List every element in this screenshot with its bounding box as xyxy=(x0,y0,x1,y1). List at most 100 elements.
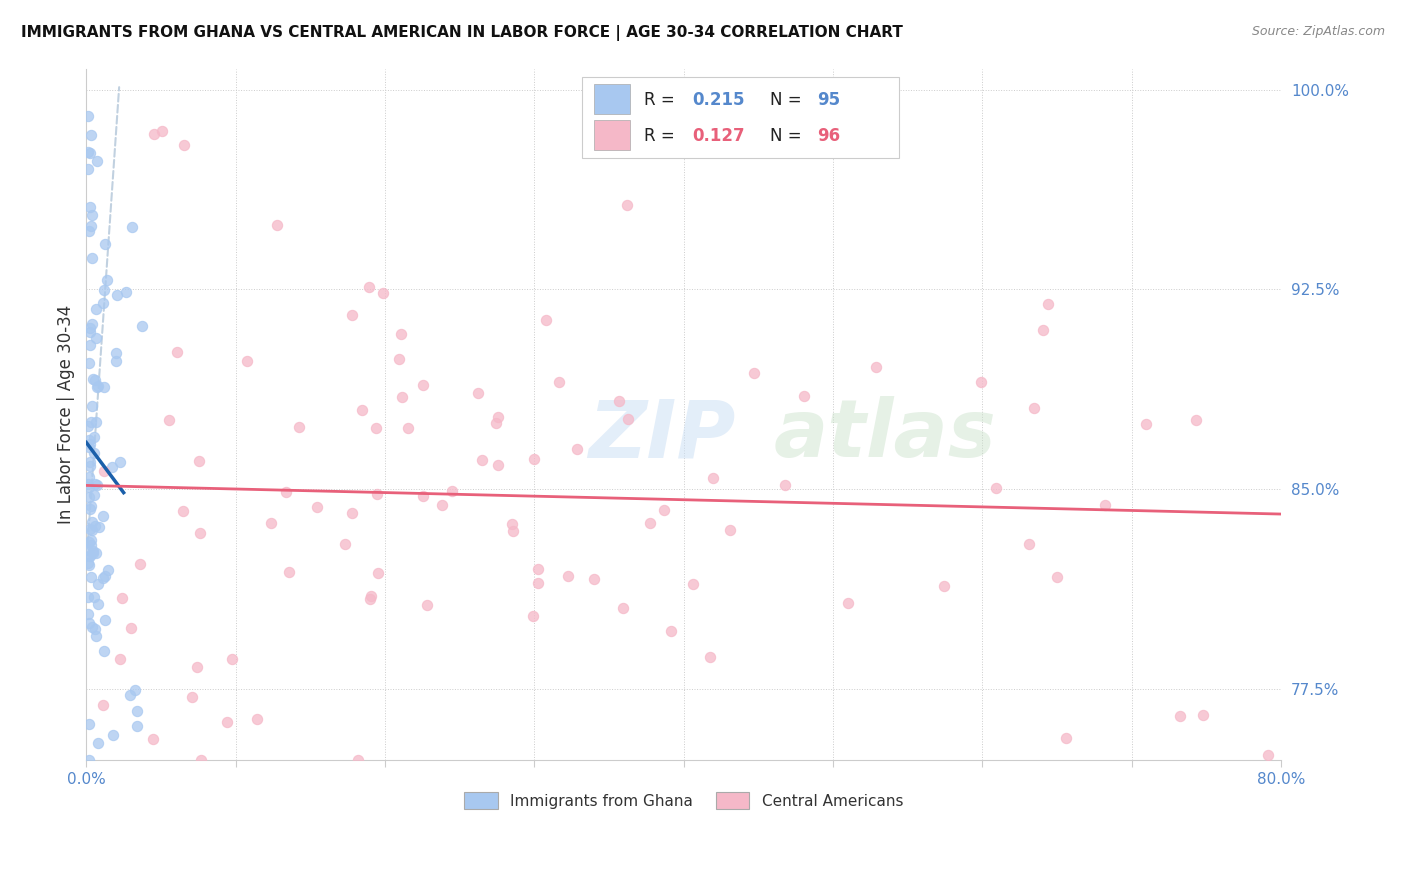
Point xyxy=(84,415,107,429)
Point xyxy=(77,535,100,549)
Point xyxy=(557,569,579,583)
Point xyxy=(80,252,103,266)
Point xyxy=(77,590,100,604)
Point xyxy=(616,198,638,212)
Point xyxy=(127,704,149,718)
Point xyxy=(367,566,389,581)
Point xyxy=(1054,731,1077,746)
Point xyxy=(77,145,100,159)
Point xyxy=(86,380,108,394)
Point xyxy=(77,440,100,454)
Point xyxy=(91,698,114,712)
Point xyxy=(77,607,100,621)
Point xyxy=(1036,297,1059,311)
Point xyxy=(1168,709,1191,723)
Point xyxy=(127,719,149,733)
Text: 0.215: 0.215 xyxy=(692,91,745,109)
Point xyxy=(101,460,124,475)
Point xyxy=(80,523,103,537)
Point xyxy=(523,451,546,466)
Text: IMMIGRANTS FROM GHANA VS CENTRAL AMERICAN IN LABOR FORCE | AGE 30-34 CORRELATION: IMMIGRANTS FROM GHANA VS CENTRAL AMERICA… xyxy=(21,25,903,41)
Point xyxy=(607,393,630,408)
Point xyxy=(77,616,100,631)
Point xyxy=(485,416,508,430)
Point xyxy=(93,571,115,585)
Point xyxy=(129,558,152,572)
Point xyxy=(793,388,815,402)
Point xyxy=(93,283,115,297)
Point xyxy=(77,418,100,433)
Point xyxy=(77,109,100,123)
Point xyxy=(142,731,165,746)
Point xyxy=(77,558,100,573)
Y-axis label: In Labor Force | Age 30-34: In Labor Force | Age 30-34 xyxy=(58,305,75,524)
Point xyxy=(80,317,103,331)
Point xyxy=(80,219,103,233)
Legend: Immigrants from Ghana, Central Americans: Immigrants from Ghana, Central Americans xyxy=(458,786,910,815)
Point xyxy=(1191,707,1213,722)
Point xyxy=(173,137,195,152)
Point xyxy=(638,516,661,530)
Point xyxy=(773,478,796,492)
Point xyxy=(260,516,283,530)
Point xyxy=(346,753,368,767)
Text: R =: R = xyxy=(644,91,681,109)
Point xyxy=(702,471,724,485)
Point xyxy=(440,483,463,498)
Point xyxy=(340,506,363,520)
Point xyxy=(84,545,107,559)
Point xyxy=(682,576,704,591)
Point xyxy=(274,484,297,499)
Point xyxy=(97,563,120,577)
Point xyxy=(80,515,103,529)
Point xyxy=(415,598,437,612)
Point xyxy=(83,591,105,605)
Point xyxy=(360,589,382,603)
Point xyxy=(486,458,509,472)
Point xyxy=(522,609,544,624)
Point xyxy=(83,476,105,491)
Point xyxy=(181,690,204,704)
Point xyxy=(79,459,101,474)
Point xyxy=(527,562,550,576)
Text: N =: N = xyxy=(769,91,807,109)
Point xyxy=(82,546,104,560)
Text: N =: N = xyxy=(769,127,807,145)
Point xyxy=(104,346,127,360)
Point xyxy=(89,520,111,534)
Point xyxy=(124,683,146,698)
Point xyxy=(108,652,131,666)
Point xyxy=(83,446,105,460)
Point xyxy=(502,524,524,538)
Point xyxy=(246,712,269,726)
Point xyxy=(371,285,394,300)
Point xyxy=(357,280,380,294)
Point xyxy=(79,321,101,335)
Point xyxy=(699,649,721,664)
Point xyxy=(221,651,243,665)
Point xyxy=(77,556,100,570)
Point xyxy=(1257,748,1279,763)
Point xyxy=(364,421,387,435)
Point xyxy=(105,288,128,302)
Point xyxy=(236,354,259,368)
Point xyxy=(87,378,110,392)
FancyBboxPatch shape xyxy=(595,120,630,150)
Point xyxy=(412,489,434,503)
Point xyxy=(565,442,588,456)
Point xyxy=(1024,401,1046,416)
Point xyxy=(1018,537,1040,551)
Text: 0.127: 0.127 xyxy=(692,127,745,145)
Point xyxy=(91,295,114,310)
Point xyxy=(93,613,115,627)
Point xyxy=(471,453,494,467)
Point xyxy=(121,219,143,234)
Point xyxy=(79,549,101,563)
Point xyxy=(865,360,887,375)
Point xyxy=(215,714,238,729)
Point xyxy=(150,124,173,138)
Point xyxy=(84,331,107,345)
Point xyxy=(108,454,131,468)
Point xyxy=(94,237,117,252)
Point xyxy=(93,380,115,394)
